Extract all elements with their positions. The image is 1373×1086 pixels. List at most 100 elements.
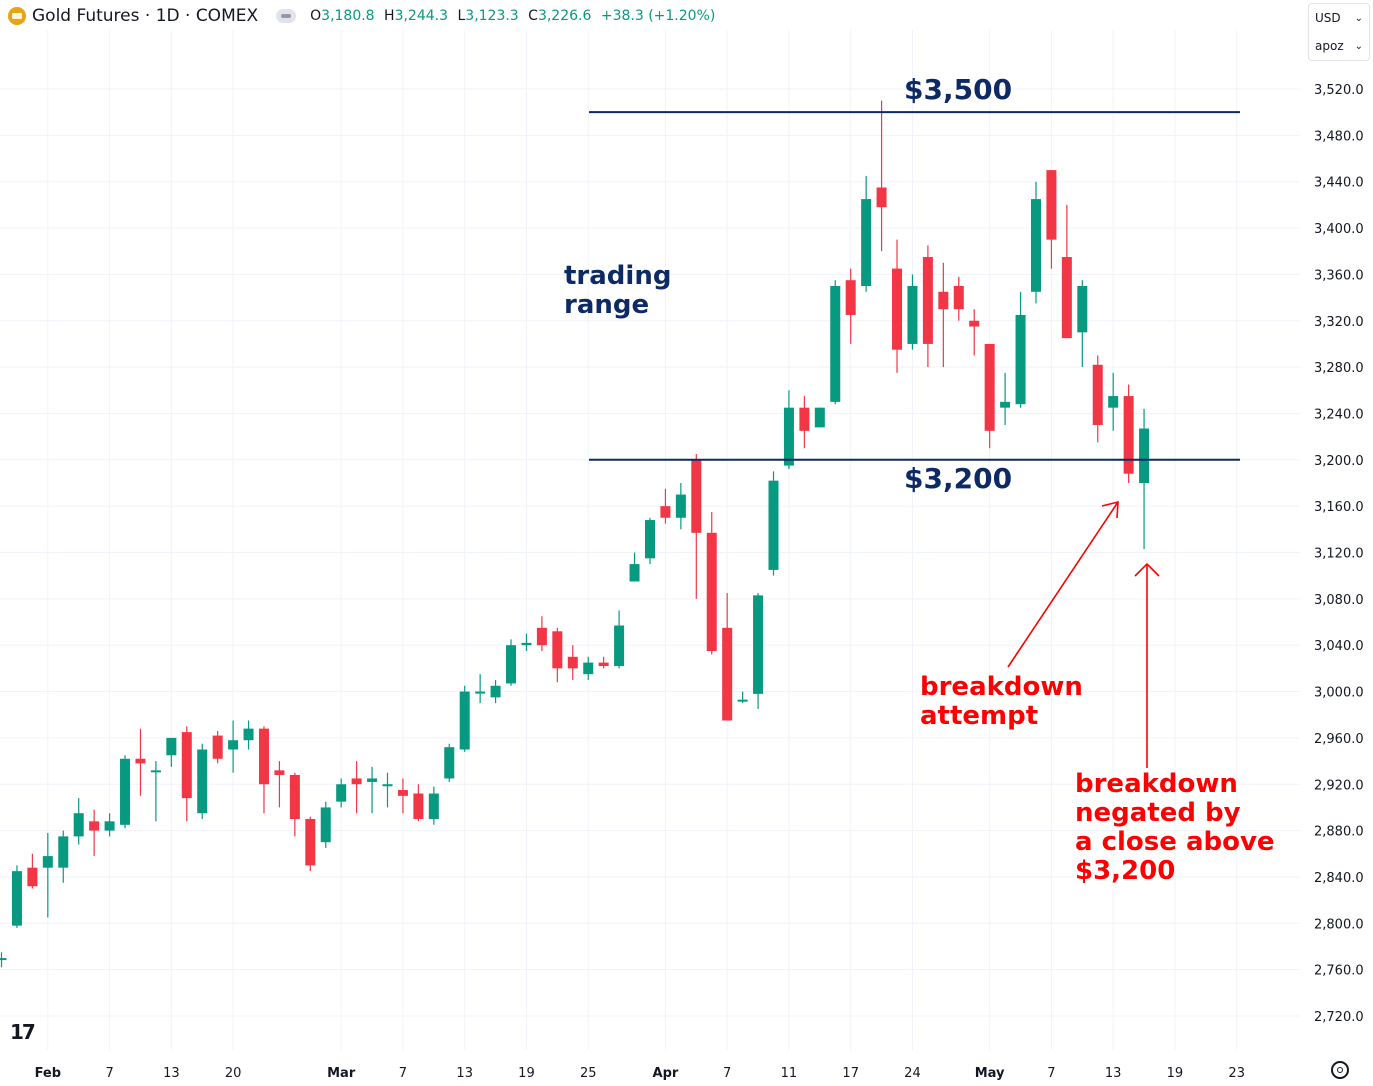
candle-body	[289, 774, 300, 820]
currency-dropdown[interactable]: USD ⌄	[1309, 4, 1369, 32]
level-label-3500: $3,500	[904, 73, 1012, 106]
candle-body	[583, 662, 594, 675]
y-tick-label: 2,880.0	[1314, 825, 1364, 840]
y-tick-label: 3,320.0	[1314, 315, 1364, 330]
candle-body	[336, 784, 347, 802]
candle-body	[984, 343, 995, 431]
breakdown-negated-label: a close above	[1075, 827, 1275, 857]
candle-body	[27, 867, 38, 887]
candle-body	[212, 735, 223, 759]
settings-gear-icon[interactable]	[1331, 1061, 1349, 1079]
x-tick-label: 7	[105, 1066, 113, 1081]
y-tick-label: 3,440.0	[1314, 176, 1364, 191]
trading-range-label: range	[564, 290, 649, 320]
chevron-down-icon: ⌄	[1354, 12, 1363, 24]
y-tick-label: 3,520.0	[1314, 83, 1364, 98]
breakdown-attempt-arrowhead	[1101, 500, 1119, 519]
y-tick-label: 3,200.0	[1314, 454, 1364, 469]
ohlc-high-value: 3,244.3	[394, 8, 449, 24]
candle-body	[305, 819, 316, 866]
y-tick-label: 2,960.0	[1314, 732, 1364, 747]
ohlc-close-value: 3,226.6	[537, 8, 592, 24]
candle-body	[104, 821, 115, 831]
symbol-title[interactable]: Gold Futures · 1D · COMEX	[32, 6, 259, 26]
candle-body	[552, 631, 563, 669]
candle-body	[42, 856, 53, 868]
candle-body	[351, 778, 362, 785]
candle-body	[783, 407, 794, 466]
x-tick-label: 19	[518, 1066, 535, 1081]
negated-arrowhead	[1134, 562, 1160, 577]
candle-body	[89, 821, 100, 831]
ohlc-readout: O3,180.8 H3,244.3 L3,123.3 C3,226.6 +38.…	[310, 8, 720, 24]
candle-body	[150, 770, 161, 773]
candle-body	[1077, 285, 1088, 333]
unit-dropdown[interactable]: apoz ⌄	[1309, 32, 1369, 60]
breakdown-attempt-arrow	[1007, 501, 1119, 668]
ohlc-close-label: C	[528, 8, 538, 24]
candle-body	[876, 187, 887, 208]
market-status-icon[interactable]	[276, 9, 297, 23]
y-tick-label: 3,080.0	[1314, 593, 1364, 608]
candle-body	[73, 813, 84, 837]
candle-body	[1061, 257, 1072, 339]
x-tick-label: Apr	[653, 1066, 679, 1081]
candle-body	[135, 758, 146, 764]
ohlc-low-label: L	[457, 8, 466, 24]
candle-body	[397, 790, 408, 796]
candle-body	[953, 285, 964, 310]
candle-body	[799, 407, 810, 431]
candle-body	[0, 958, 7, 961]
candle-body	[274, 770, 285, 775]
candle-body	[1000, 401, 1011, 408]
candle-body	[166, 737, 177, 756]
x-tick-label: 25	[580, 1066, 597, 1081]
candle-body	[258, 728, 269, 785]
candle-body	[907, 285, 918, 344]
candle-body	[444, 747, 455, 779]
candle-body	[706, 532, 717, 651]
candle-body	[660, 506, 671, 518]
chart-header: Gold Futures · 1D · COMEX O3,180.8 H3,24…	[8, 4, 720, 28]
y-tick-label: 3,160.0	[1314, 500, 1364, 515]
y-tick-label: 2,920.0	[1314, 778, 1364, 793]
candle-body	[197, 749, 208, 814]
tradingview-logo-icon[interactable]: 17	[10, 1020, 36, 1044]
candle-body	[11, 871, 22, 926]
candle-body	[1046, 170, 1057, 240]
y-tick-label: 3,360.0	[1314, 268, 1364, 283]
currency-unit-selector[interactable]: USD ⌄ apoz ⌄	[1308, 3, 1370, 61]
breakdown-attempt-label: attempt	[920, 701, 1038, 731]
candle-body	[120, 758, 131, 825]
x-tick-label: 13	[163, 1066, 180, 1081]
candle-body	[814, 407, 825, 428]
candle-body	[506, 645, 517, 684]
candle-body	[1015, 314, 1026, 405]
candle-body	[1030, 199, 1041, 292]
ohlc-open-label: O	[310, 8, 322, 24]
candle-body	[969, 320, 980, 327]
candle-body	[1123, 396, 1134, 474]
candle-body	[475, 691, 486, 694]
currency-value: USD	[1315, 11, 1341, 25]
ohlc-open-value: 3,180.8	[321, 8, 375, 24]
y-tick-label: 3,040.0	[1314, 639, 1364, 654]
ohlc-low-value: 3,123.3	[465, 8, 519, 24]
candle-body	[413, 793, 424, 820]
candle-body	[753, 595, 764, 694]
y-tick-label: 3,280.0	[1314, 361, 1364, 376]
y-tick-label: 2,720.0	[1314, 1010, 1364, 1025]
unit-value: apoz	[1315, 39, 1344, 53]
candle-body	[1108, 396, 1119, 408]
candle-body	[228, 740, 239, 750]
x-tick-label: 7	[723, 1066, 731, 1081]
x-tick-label: 19	[1167, 1066, 1184, 1081]
candle-body	[181, 732, 192, 799]
candle-body	[536, 627, 547, 646]
y-tick-label: 3,400.0	[1314, 222, 1364, 237]
candle-body	[629, 564, 640, 582]
x-tick-label: 23	[1228, 1066, 1245, 1081]
candle-body	[598, 662, 609, 667]
candle-body	[675, 494, 686, 518]
